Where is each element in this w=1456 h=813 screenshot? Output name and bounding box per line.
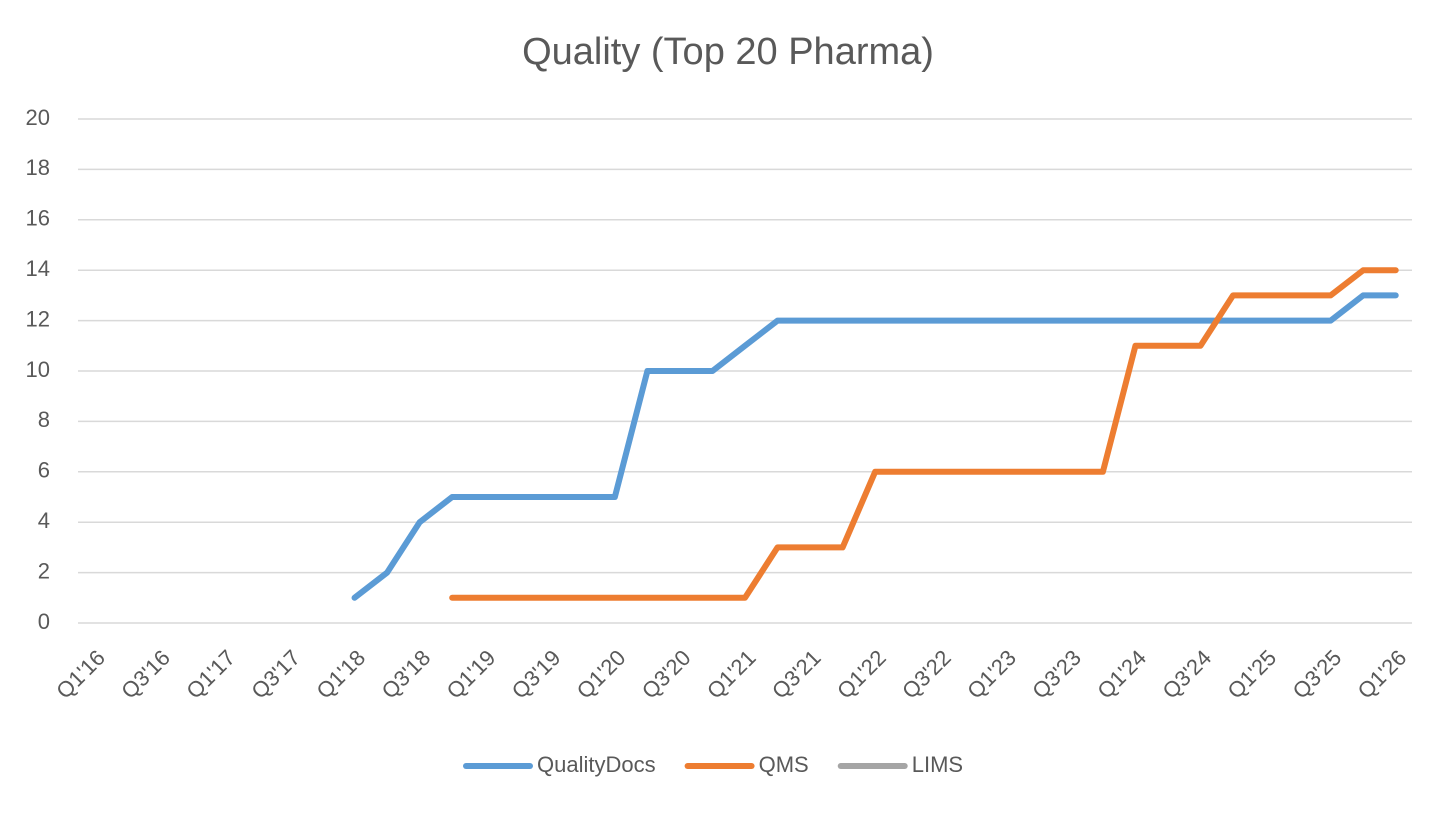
x-tick-label: Q3'22 <box>897 645 956 704</box>
chart-title: Quality (Top 20 Pharma) <box>522 31 934 73</box>
y-tick-label: 10 <box>26 357 50 382</box>
x-tick-label: Q3'19 <box>507 645 566 704</box>
x-tick-label: Q1'25 <box>1223 645 1282 704</box>
series-line <box>449 267 1399 601</box>
y-tick-label: 14 <box>26 256 50 281</box>
x-tick-label: Q3'23 <box>1027 645 1086 704</box>
y-tick-label: 4 <box>38 508 50 533</box>
legend-label: QualityDocs <box>537 752 656 777</box>
y-tick-label: 16 <box>26 206 50 231</box>
x-tick-label: Q1'16 <box>51 645 110 704</box>
x-tick-label: Q1'22 <box>832 645 891 704</box>
x-tick-label: Q1'17 <box>181 645 240 704</box>
x-tick-label: Q1'21 <box>702 645 761 704</box>
y-tick-label: 2 <box>38 558 50 583</box>
series-line <box>351 292 1399 601</box>
x-tick-label: Q3'25 <box>1288 645 1347 704</box>
legend-label: LIMS <box>912 752 963 777</box>
x-tick-label: Q3'17 <box>246 645 305 704</box>
x-tick-label: Q3'20 <box>637 645 696 704</box>
y-tick-label: 6 <box>38 458 50 483</box>
x-tick-label: Q1'19 <box>442 645 501 704</box>
x-tick-label: Q1'24 <box>1092 645 1151 704</box>
x-tick-label: Q3'18 <box>377 645 436 704</box>
y-tick-label: 20 <box>26 105 50 130</box>
x-tick-label: Q1'26 <box>1353 645 1412 704</box>
x-tick-label: Q1'23 <box>962 645 1021 704</box>
x-tick-label: Q3'24 <box>1157 645 1216 704</box>
x-tick-label: Q3'16 <box>116 645 175 704</box>
y-tick-label: 0 <box>38 609 50 634</box>
y-tick-label: 8 <box>38 407 50 432</box>
y-tick-label: 12 <box>26 306 50 331</box>
x-tick-label: Q1'18 <box>311 645 370 704</box>
y-tick-label: 18 <box>26 155 50 180</box>
x-tick-label: Q1'20 <box>572 645 631 704</box>
x-tick-label: Q3'21 <box>767 645 826 704</box>
legend-label: QMS <box>759 752 809 777</box>
